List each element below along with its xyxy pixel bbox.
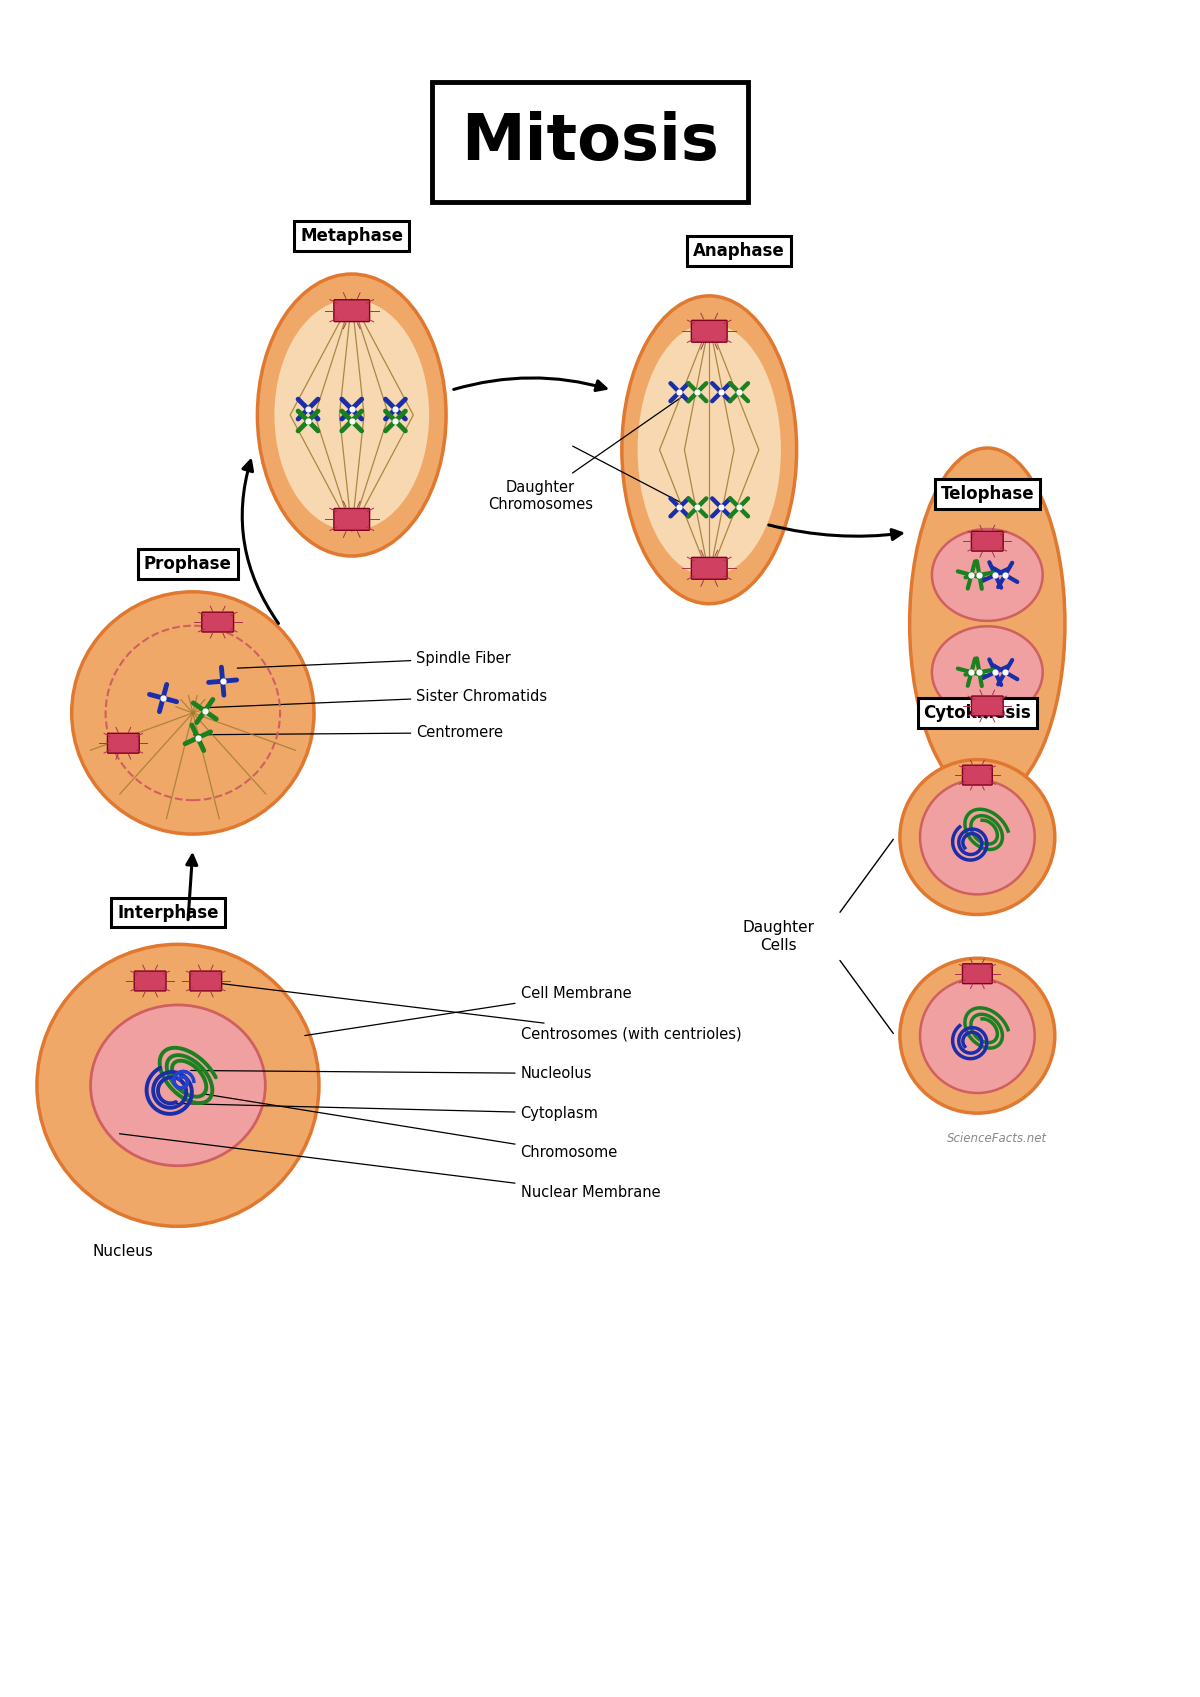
Text: Telophase: Telophase (941, 485, 1034, 504)
Text: Daughter
Cells: Daughter Cells (743, 920, 815, 952)
Text: Centrosomes (with centrioles): Centrosomes (with centrioles) (203, 981, 742, 1042)
Ellipse shape (257, 273, 446, 557)
FancyBboxPatch shape (691, 321, 727, 343)
FancyBboxPatch shape (134, 971, 166, 991)
FancyBboxPatch shape (962, 765, 992, 786)
Text: Nucleus: Nucleus (92, 1244, 154, 1259)
Ellipse shape (900, 760, 1055, 915)
Ellipse shape (900, 959, 1055, 1113)
Text: Metaphase: Metaphase (300, 227, 403, 246)
Ellipse shape (920, 979, 1034, 1093)
FancyBboxPatch shape (972, 531, 1003, 552)
Ellipse shape (37, 944, 319, 1227)
Text: Nuclear Membrane: Nuclear Membrane (120, 1134, 660, 1200)
Text: Anaphase: Anaphase (694, 243, 785, 260)
Ellipse shape (932, 626, 1043, 718)
Text: Interphase: Interphase (118, 903, 218, 921)
Text: Sister Chromatids: Sister Chromatids (200, 689, 547, 708)
Ellipse shape (637, 324, 781, 575)
Text: Daughter
Chromosomes: Daughter Chromosomes (488, 480, 593, 512)
FancyBboxPatch shape (202, 613, 234, 631)
Text: Centromere: Centromere (193, 725, 503, 740)
Text: ScienceFacts.net: ScienceFacts.net (947, 1132, 1046, 1145)
FancyBboxPatch shape (108, 733, 139, 753)
Text: Nucleolus: Nucleolus (191, 1066, 592, 1081)
FancyBboxPatch shape (190, 971, 222, 991)
FancyBboxPatch shape (962, 964, 992, 984)
Text: Cell Membrane: Cell Membrane (305, 986, 631, 1035)
Text: Mitosis: Mitosis (461, 110, 719, 173)
Ellipse shape (920, 779, 1034, 894)
Ellipse shape (932, 529, 1043, 621)
FancyBboxPatch shape (334, 300, 370, 322)
Ellipse shape (72, 592, 314, 835)
Text: Spindle Fiber: Spindle Fiber (238, 652, 511, 669)
Ellipse shape (275, 299, 430, 531)
Ellipse shape (910, 448, 1064, 799)
FancyBboxPatch shape (691, 557, 727, 579)
Ellipse shape (90, 1005, 265, 1166)
FancyBboxPatch shape (972, 696, 1003, 716)
FancyBboxPatch shape (334, 509, 370, 529)
Text: Cytokinesis: Cytokinesis (924, 704, 1031, 721)
Text: Chromosome: Chromosome (203, 1095, 618, 1161)
Text: Prophase: Prophase (144, 555, 232, 574)
Ellipse shape (622, 295, 797, 604)
Text: Cytoplasm: Cytoplasm (169, 1103, 599, 1120)
